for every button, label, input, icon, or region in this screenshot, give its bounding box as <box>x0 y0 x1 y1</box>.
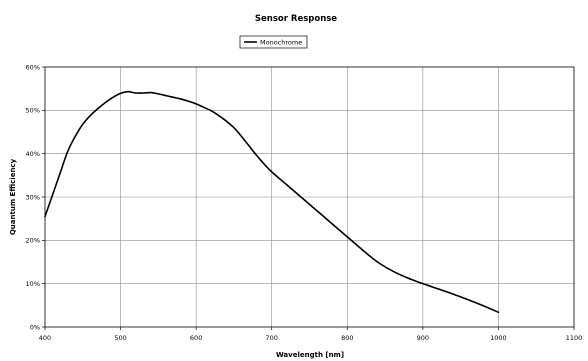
x-axis-title: Wavelength [nm] <box>276 351 344 359</box>
series-line-monochrome <box>44 90 500 314</box>
x-tick-label: 1000 <box>490 334 507 342</box>
y-tick-label: 40% <box>26 150 40 158</box>
legend: Monochrome <box>239 35 308 49</box>
legend-box <box>239 35 308 49</box>
y-tick-label: 50% <box>26 107 40 115</box>
x-tick-label: 900 <box>417 334 429 342</box>
y-axis-title: Quantum Efficiency <box>9 158 17 235</box>
chart-title: Sensor Response <box>255 14 337 24</box>
x-tick-label: 600 <box>190 334 202 342</box>
y-axis-ticks: 0% 10% 20% 30% 40% 50% 60% <box>26 63 45 331</box>
grid <box>45 67 574 327</box>
x-tick-label: 800 <box>341 334 353 342</box>
y-tick-label: 10% <box>26 280 40 288</box>
x-tick-label: 1100 <box>566 334 583 342</box>
y-tick-label: 20% <box>26 237 40 245</box>
x-axis-ticks: 400 500 600 700 800 900 1000 1100 <box>39 327 582 342</box>
y-tick-label: 0% <box>30 323 40 331</box>
series-layer <box>44 90 500 314</box>
y-tick-label: 60% <box>26 63 40 71</box>
x-tick-label: 700 <box>266 334 278 342</box>
x-tick-label: 500 <box>114 334 126 342</box>
legend-label-monochrome: Monochrome <box>260 39 302 47</box>
x-tick-label: 400 <box>39 334 51 342</box>
y-tick-label: 30% <box>26 193 40 201</box>
